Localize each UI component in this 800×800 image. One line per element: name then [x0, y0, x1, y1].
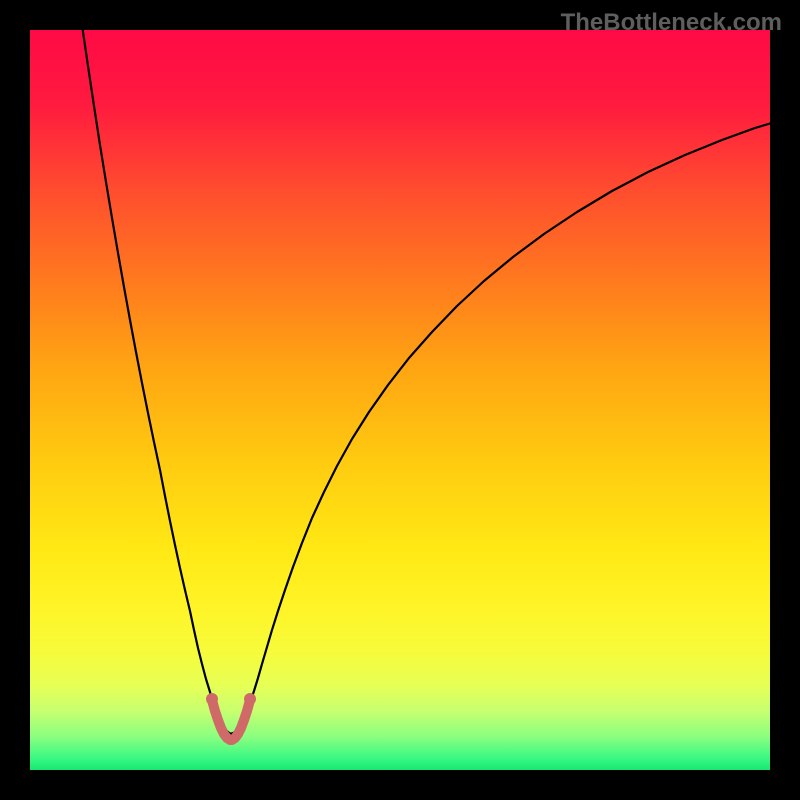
valley-dot-0	[206, 693, 218, 705]
chart-frame: TheBottleneck.com	[0, 0, 800, 800]
curve-overlay	[30, 30, 770, 770]
valley-highlight	[212, 700, 250, 740]
bottleneck-curve	[82, 30, 770, 734]
valley-dot-1	[244, 693, 256, 705]
gradient-plot-area	[30, 30, 770, 770]
